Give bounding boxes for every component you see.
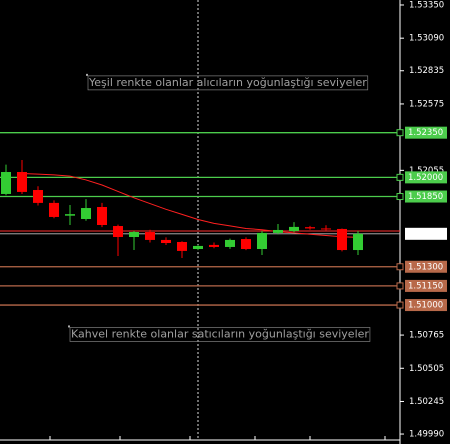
candle-body: [337, 228, 347, 251]
price-label-box: [405, 227, 447, 240]
level-marker: [396, 282, 404, 290]
y-tick-label: 1.52575: [409, 99, 444, 109]
candle-body: [321, 228, 331, 230]
candle-body: [305, 227, 315, 229]
level-label-box: [405, 190, 447, 203]
candle-body: [161, 239, 171, 244]
level-marker: [396, 263, 404, 271]
candle-body: [225, 239, 235, 247]
candle-body: [49, 202, 59, 217]
candle-body: [81, 208, 91, 219]
candle-body: [209, 244, 219, 247]
y-tick-label: 1.49990: [409, 430, 444, 440]
y-tick-label: 1.50765: [409, 331, 444, 341]
y-tick-label: 1.50505: [409, 364, 444, 374]
y-tick-label: 1.53350: [409, 0, 444, 10]
annotation-box: [69, 327, 371, 342]
candle-body: [129, 232, 139, 238]
candle-body: [193, 245, 203, 250]
level-label-box: [405, 126, 447, 139]
level-marker: [396, 193, 404, 201]
level-label: 1.51850: [408, 192, 443, 202]
candle-body: [177, 241, 187, 251]
candle-body: [353, 233, 363, 251]
level-label-box: [405, 279, 447, 292]
annotation: Yeşil renkte olanlar alıcıların yoğunlaş…: [88, 76, 367, 89]
annotation-anchor: [86, 73, 88, 76]
level-label: 1.51000: [408, 301, 443, 311]
level-label-box: [405, 299, 447, 312]
level-label-box: [405, 171, 447, 184]
candle-body: [97, 206, 107, 226]
candle-body: [289, 226, 299, 232]
level-label: 1.52000: [408, 173, 443, 183]
moving-average: [21, 173, 359, 238]
y-tick-label: 1.52835: [409, 66, 444, 76]
annotation-anchor: [68, 325, 70, 328]
candle-body: [257, 232, 267, 250]
candle-body: [1, 172, 11, 194]
candle-body: [145, 232, 155, 240]
candle-body: [65, 214, 75, 216]
candle-body: [241, 239, 251, 250]
y-tick-label: 1.53090: [409, 34, 444, 44]
candle-body: [33, 190, 43, 203]
y-tick-label: 1.52055: [409, 166, 444, 176]
time-ticks: [49, 436, 386, 440]
level-marker: [396, 301, 404, 309]
level-label-box: [405, 260, 447, 273]
candle-body: [17, 172, 27, 192]
level-label: 1.51300: [408, 262, 443, 272]
level-marker: [396, 173, 404, 181]
level-label: 1.51150: [408, 281, 443, 291]
level-label: 1.52350: [408, 128, 443, 138]
y-tick-label: 1.50245: [409, 397, 444, 407]
level-marker: [396, 129, 404, 137]
annotation: Kahvel renkte olanlar satıcıların yoğunl…: [71, 327, 369, 340]
candle-body: [113, 226, 123, 238]
price-label: 1.51558: [408, 229, 443, 239]
candle-body: [273, 229, 283, 233]
annotation-box: [87, 75, 369, 91]
